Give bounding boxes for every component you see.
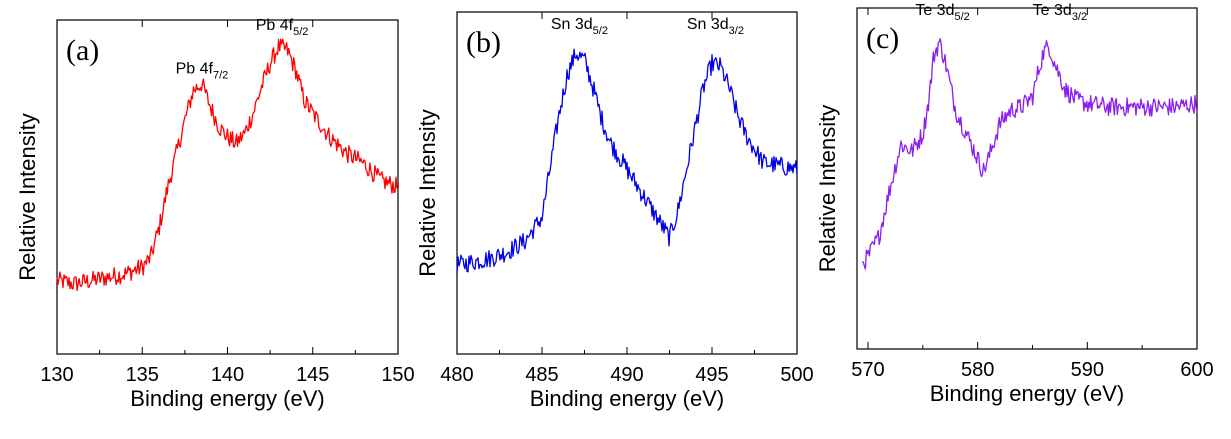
x-tick-label: 580 bbox=[961, 359, 994, 381]
x-axis-label: Binding energy (eV) bbox=[930, 381, 1124, 406]
panel-0: 130 135 140 145 150 Binding energy (eV) Relati… bbox=[15, 17, 415, 411]
x-tick-label: 490 bbox=[610, 364, 643, 386]
x-tick-label: 485 bbox=[525, 364, 558, 386]
x-tick-label: 130 bbox=[40, 364, 73, 386]
x-tick-label: 500 bbox=[780, 364, 813, 386]
panel-label: (c) bbox=[866, 22, 899, 55]
plot-frame bbox=[456, 11, 798, 355]
peak-label: Sn 3d5/2 bbox=[551, 16, 608, 37]
x-tick-label: 135 bbox=[126, 364, 159, 386]
y-axis-label: Relative Intensity bbox=[815, 105, 840, 273]
peak-label: Pb 4f5/2 bbox=[256, 17, 309, 38]
panel-label: (b) bbox=[466, 26, 501, 59]
peak-label: Sn 3d3/2 bbox=[687, 16, 744, 37]
x-axis-label: Binding energy (eV) bbox=[130, 386, 324, 411]
panel-1: 480 485 490 495 500 Binding energy (eV) Relati… bbox=[415, 11, 814, 411]
series-line bbox=[456, 48, 798, 274]
peak-label: Pb 4f7/2 bbox=[176, 60, 229, 81]
panel-2: 570 580 590 600 Binding energy (eV) Relative … bbox=[815, 2, 1214, 406]
x-tick-label: 145 bbox=[296, 364, 329, 386]
y-axis-label: Relative Intensity bbox=[15, 113, 40, 281]
series-line bbox=[861, 38, 1198, 270]
x-tick-label: 495 bbox=[695, 364, 728, 386]
plot-frame bbox=[856, 7, 1198, 350]
x-tick-label: 570 bbox=[851, 359, 884, 381]
x-tick-label: 480 bbox=[440, 364, 473, 386]
x-tick-label: 590 bbox=[1071, 359, 1104, 381]
x-tick-label: 600 bbox=[1180, 359, 1213, 381]
y-axis-label: Relative Intensity bbox=[415, 109, 440, 277]
panel-label: (a) bbox=[66, 34, 99, 67]
peak-label: Te 3d3/2 bbox=[1033, 2, 1087, 23]
peak-label: Te 3d5/2 bbox=[915, 2, 969, 23]
x-axis-label: Binding energy (eV) bbox=[530, 386, 724, 411]
x-tick-label: 150 bbox=[381, 364, 414, 386]
series-line bbox=[56, 38, 399, 292]
x-tick-label: 140 bbox=[211, 364, 244, 386]
